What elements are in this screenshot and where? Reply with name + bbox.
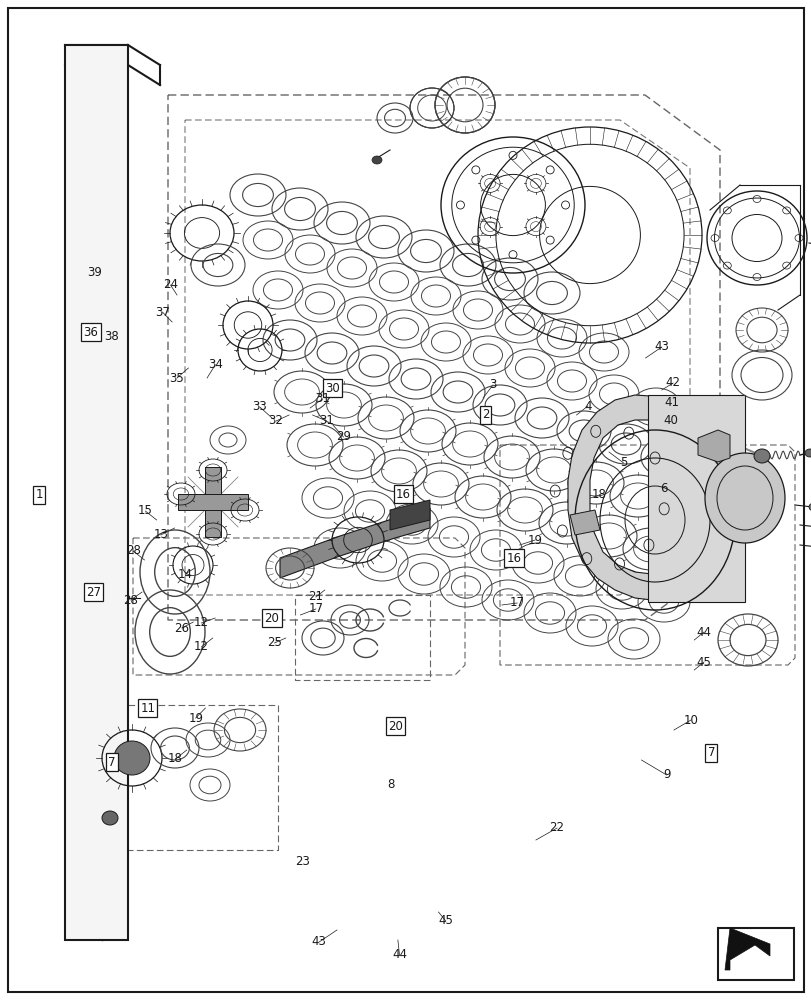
Text: 15: 15 [138,504,152,518]
Text: 34: 34 [208,359,222,371]
Text: 19: 19 [527,534,542,546]
Polygon shape [569,510,599,535]
Text: 23: 23 [295,855,310,868]
Text: 37: 37 [155,306,169,318]
Ellipse shape [114,741,150,775]
Text: 20: 20 [264,611,279,624]
Text: 7: 7 [108,756,116,768]
Text: 27: 27 [86,585,101,598]
Text: 44: 44 [696,626,710,639]
Text: 11: 11 [140,702,155,714]
Text: 9: 9 [662,768,670,781]
Text: 26: 26 [174,621,189,635]
Polygon shape [697,430,729,462]
Text: 38: 38 [104,330,118,342]
Text: 17: 17 [509,596,524,609]
Text: 43: 43 [311,935,326,948]
Text: 43: 43 [654,340,668,354]
Polygon shape [65,45,128,940]
Text: 42: 42 [665,376,680,389]
Ellipse shape [804,449,811,457]
Text: 21: 21 [308,590,323,603]
Text: 40: 40 [663,414,677,426]
Text: 14: 14 [178,568,192,580]
Text: 16: 16 [506,552,521,564]
Text: 36: 36 [84,326,98,338]
Ellipse shape [704,453,784,543]
Polygon shape [204,467,221,537]
Text: 24: 24 [163,278,178,292]
Text: 19: 19 [188,712,203,724]
Text: 20: 20 [388,720,402,732]
Text: 4: 4 [583,399,591,412]
Text: 10: 10 [683,714,697,726]
Text: 28: 28 [123,593,138,606]
Text: 1: 1 [35,488,43,502]
Text: 18: 18 [591,488,606,502]
Text: 41: 41 [664,395,679,408]
Text: 12: 12 [194,616,208,630]
Ellipse shape [371,156,381,164]
Text: 18: 18 [168,752,182,766]
Text: 45: 45 [438,914,453,927]
Polygon shape [389,500,430,530]
Polygon shape [568,395,651,600]
Text: 29: 29 [336,430,350,444]
Text: 6: 6 [659,482,667,494]
Text: 2: 2 [481,408,489,422]
Polygon shape [280,508,430,578]
Text: 16: 16 [396,488,410,500]
FancyBboxPatch shape [717,928,793,980]
Ellipse shape [102,811,118,825]
Polygon shape [724,928,769,970]
Text: 8: 8 [386,778,394,791]
Text: 3: 3 [488,378,496,391]
Ellipse shape [808,503,811,511]
Text: 31: 31 [319,414,333,428]
Ellipse shape [753,449,769,463]
Text: 17: 17 [308,602,323,615]
Text: 12: 12 [194,641,208,654]
Text: 7: 7 [706,746,714,760]
Polygon shape [647,395,744,602]
Text: 33: 33 [252,400,267,414]
Text: 44: 44 [392,948,406,961]
Text: 35: 35 [169,371,184,384]
Text: 39: 39 [87,266,101,279]
Text: 32: 32 [268,414,283,428]
Text: 31: 31 [315,392,329,406]
Text: 28: 28 [126,544,140,558]
Polygon shape [178,494,247,510]
Text: 13: 13 [153,528,168,542]
Text: 25: 25 [267,637,281,650]
Text: 30: 30 [324,381,339,394]
Text: 5: 5 [619,456,627,470]
Text: 45: 45 [696,656,710,668]
Text: 22: 22 [549,821,564,834]
